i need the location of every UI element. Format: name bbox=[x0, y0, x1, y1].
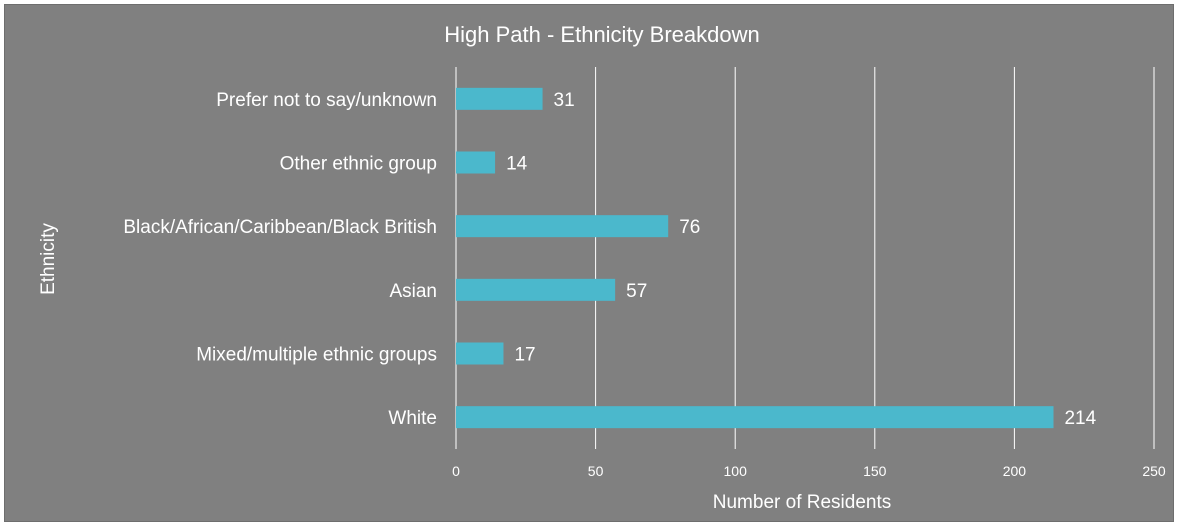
x-tick-label-5: 250 bbox=[1142, 463, 1166, 479]
value-label-3: 57 bbox=[626, 281, 647, 302]
x-axis-title: Number of Residents bbox=[713, 492, 891, 513]
category-label-2: Black/African/Caribbean/Black British bbox=[123, 217, 437, 238]
value-label-2: 76 bbox=[679, 217, 700, 238]
category-label-5: White bbox=[388, 408, 437, 429]
bar-3 bbox=[456, 278, 616, 301]
category-label-4: Mixed/multiple ethnic groups bbox=[196, 345, 437, 366]
x-tick-label-0: 0 bbox=[452, 463, 460, 479]
y-axis-title: Ethnicity bbox=[38, 223, 59, 295]
category-label-1: Other ethnic group bbox=[280, 154, 437, 175]
x-tick-labels: 0 50 100 150 200 250 bbox=[452, 463, 1166, 479]
chart-container: High Path - Ethnicity Breakdown 31 14 76 57… bbox=[4, 4, 1174, 522]
category-label-3: Asian bbox=[389, 281, 437, 302]
category-label-0: Prefer not to say/unknown bbox=[216, 90, 437, 111]
bar-2 bbox=[456, 215, 669, 238]
bar-5 bbox=[456, 406, 1054, 429]
x-tick-label-2: 100 bbox=[724, 463, 748, 479]
x-tick-label-4: 200 bbox=[1003, 463, 1027, 479]
x-tick-label-3: 150 bbox=[863, 463, 887, 479]
value-label-4: 17 bbox=[514, 345, 535, 366]
category-labels: Prefer not to say/unknown Other ethnic gr… bbox=[123, 90, 437, 429]
bar-1 bbox=[456, 151, 496, 174]
bar-chart: High Path - Ethnicity Breakdown 31 14 76 57… bbox=[38, 22, 1166, 513]
value-label-1: 14 bbox=[506, 154, 528, 175]
value-label-5: 214 bbox=[1064, 408, 1096, 429]
bar-4 bbox=[456, 342, 504, 365]
bars: 31 14 76 57 17 214 bbox=[456, 87, 1097, 429]
value-label-0: 31 bbox=[554, 90, 575, 111]
x-tick-label-1: 50 bbox=[588, 463, 604, 479]
bar-0 bbox=[456, 87, 543, 110]
chart-title: High Path - Ethnicity Breakdown bbox=[444, 22, 760, 47]
gridlines bbox=[455, 67, 1155, 449]
